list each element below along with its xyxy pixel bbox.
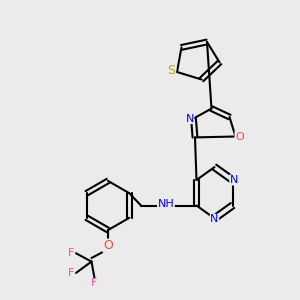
Text: S: S bbox=[168, 64, 176, 77]
Text: N: N bbox=[185, 113, 194, 124]
Text: O: O bbox=[235, 131, 244, 142]
Text: F: F bbox=[68, 248, 75, 258]
Text: N: N bbox=[210, 214, 219, 224]
Text: F: F bbox=[68, 268, 75, 278]
Text: F: F bbox=[91, 278, 98, 289]
Text: NH: NH bbox=[158, 199, 174, 209]
Text: O: O bbox=[103, 239, 113, 252]
Text: N: N bbox=[230, 175, 238, 185]
